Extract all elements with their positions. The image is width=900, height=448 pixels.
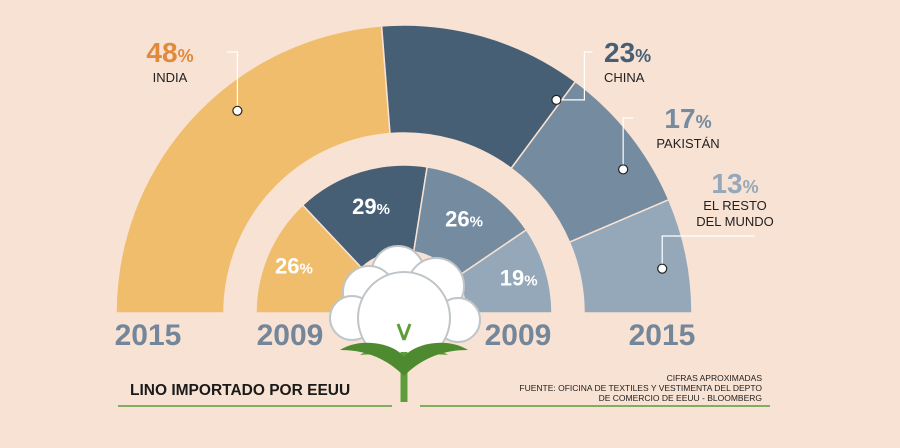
leader-line [556,51,593,101]
leader-dot [657,263,668,274]
inner-value-label: 19% [500,266,538,291]
leader-line [227,51,238,111]
leader-dot [551,94,562,105]
leader-line [622,117,634,170]
source-line-2: FUENTE: OFICINA DE TEXTILES Y VESTIMENTA… [519,383,762,393]
outer-category-label: DEL MUNDO [696,214,774,229]
outer-value-label: 23% [604,37,651,68]
cotton-flower-icon [329,245,481,402]
leader-dot [232,105,243,116]
outer-category-label: INDIA [153,70,188,85]
outer-category-label: PAKISTÁN [656,136,719,151]
year-label-outer-right: 2015 [629,319,696,352]
year-label-outer-left: 2015 [115,319,182,352]
outer-ring-2015 [115,24,693,314]
chart-title: LINO IMPORTADO POR EEUU [130,382,350,399]
outer-value-label: 17% [664,103,711,134]
leader-lines [227,51,755,274]
source-line-1: CIFRAS APROXIMADAS [667,373,763,383]
outer-value-label: 13% [711,168,758,199]
source-line-3: DE COMERCIO DE EEUU - BLOOMBERG [599,393,762,403]
leader-dot [618,164,629,175]
year-label-inner-right: 2009 [485,319,552,352]
outer-category-label: CHINA [604,70,645,85]
outer-slice-india [115,25,391,314]
outer-slice-el-resto-del-mundo [568,198,693,314]
outer-labels: 48% INDIA 23% CHINA 17% PAKISTÁN 13%EL RESTODE… [146,37,773,229]
leader-line [661,235,755,269]
outer-category-label: EL RESTO [703,198,767,213]
outer-value-label: 48% [146,37,193,68]
year-label-inner-left: 2009 [257,319,324,352]
